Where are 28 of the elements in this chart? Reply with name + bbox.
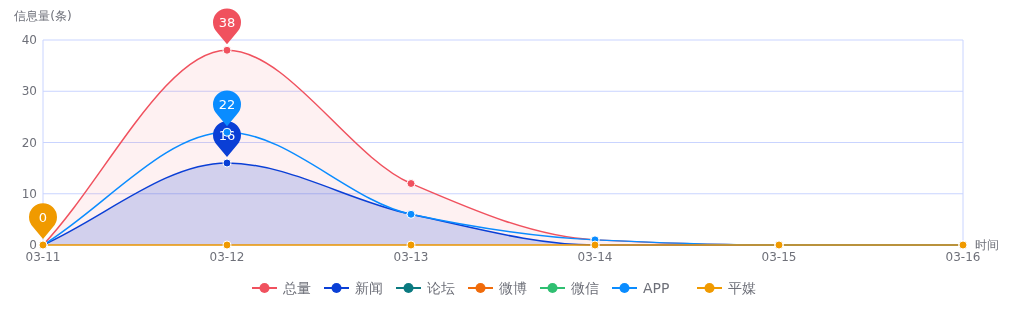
x-axis-title: 时间 bbox=[975, 238, 999, 252]
legend-label: 总量 bbox=[282, 280, 311, 296]
x-tick-label: 03-14 bbox=[577, 250, 613, 264]
legend-label: 微信 bbox=[571, 280, 599, 296]
y-tick-label: 10 bbox=[21, 186, 37, 201]
legend-label: 微博 bbox=[499, 280, 527, 296]
point bbox=[406, 240, 416, 250]
point bbox=[406, 179, 416, 188]
point bbox=[222, 240, 232, 250]
data-label: 22 bbox=[218, 97, 236, 113]
point bbox=[222, 45, 232, 55]
legend-label: APP bbox=[643, 280, 670, 296]
x-tick-label: 03-16 bbox=[945, 250, 981, 264]
x-tick-label: 03-15 bbox=[761, 250, 797, 264]
data-label: 0 bbox=[38, 210, 48, 225]
x-tick-label: 03-11 bbox=[25, 250, 61, 264]
legend-label: 论坛 bbox=[427, 280, 455, 296]
x-tick-label: 03-12 bbox=[209, 250, 245, 264]
y-tick-label: 30 bbox=[21, 84, 37, 99]
point bbox=[222, 158, 232, 168]
y-tick-label: 40 bbox=[21, 33, 37, 47]
y-axis-title: 信息量(条) bbox=[14, 9, 72, 23]
legend-label: 新闻 bbox=[355, 280, 383, 296]
y-tick-label: 0 bbox=[29, 238, 37, 252]
legend-label: 平媒 bbox=[728, 280, 756, 296]
y-tick-label: 20 bbox=[21, 135, 37, 150]
x-tick-label: 03-13 bbox=[393, 250, 429, 264]
data-label: 38 bbox=[218, 15, 236, 31]
